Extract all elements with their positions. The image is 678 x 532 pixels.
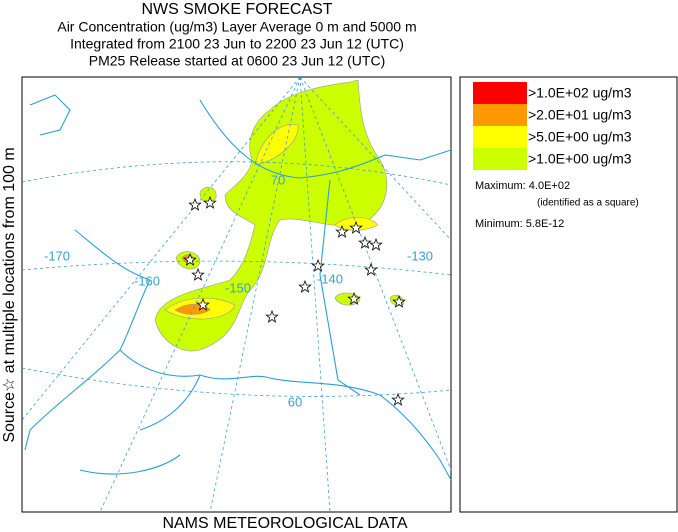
source-star — [196, 297, 210, 311]
header: NWS SMOKE FORECAST Air Concentration (ug… — [57, 1, 416, 68]
subtitle: Air Concentration (ug/m3) Layer Average … — [57, 19, 416, 35]
title: NWS SMOKE FORECAST — [141, 1, 332, 18]
graticule-label: -130 — [407, 248, 433, 263]
border — [319, 179, 361, 396]
source-star — [392, 294, 406, 308]
legend-label: >1.0E+02 ug/m3 — [528, 85, 632, 101]
graticule — [21, 367, 452, 397]
graticule — [299, 76, 452, 241]
legend-swatch — [473, 82, 527, 104]
source-star — [311, 258, 325, 272]
graticule — [299, 76, 331, 513]
legend: >1.0E+02 ug/m3 >2.0E+01 ug/m3 >5.0E+00 ug/… — [459, 76, 678, 513]
graticule-label: 70 — [271, 172, 285, 187]
maximum-note: (identified as a square) — [537, 198, 639, 209]
map: -170 -160 -150 -140 -130 70 60 — [21, 76, 452, 513]
plume — [154, 79, 388, 352]
source-star — [391, 392, 405, 406]
subtitle: Integrated from 2100 23 Jun to 2200 23 J… — [70, 36, 404, 52]
graticule-label: -140 — [317, 271, 343, 286]
graticule-label: -170 — [44, 248, 70, 263]
graticule-label: -160 — [134, 273, 160, 288]
source-star — [183, 252, 197, 266]
legend-swatch — [473, 104, 527, 126]
graticule — [99, 76, 301, 513]
plume-core — [254, 123, 299, 166]
source-star — [335, 224, 349, 238]
subtitle: PM25 Release started at 0600 23 Jun 12 (… — [89, 53, 386, 69]
graticule — [21, 260, 452, 276]
maximum: Maximum: 4.0E+02 — [475, 180, 570, 192]
legend-swatch — [473, 126, 527, 148]
footer: NAMS METEOROLOGICAL DATA — [162, 515, 407, 532]
graticule-label: -150 — [225, 280, 251, 295]
graticule — [21, 161, 452, 186]
legend-label: >5.0E+00 ug/m3 — [528, 129, 632, 145]
source-star — [191, 267, 205, 281]
legend-label: >1.0E+00 ug/m3 — [528, 151, 632, 167]
source-star — [369, 237, 383, 251]
source-star — [349, 220, 363, 234]
graticule-label: 60 — [288, 394, 302, 409]
legend-label: >2.0E+01 ug/m3 — [528, 107, 632, 123]
plume — [199, 186, 217, 204]
legend-items: >1.0E+02 ug/m3 >2.0E+01 ug/m3 >5.0E+00 ug/… — [473, 82, 632, 170]
minimum: Minimum: 5.8E-12 — [475, 218, 564, 230]
source-star — [358, 235, 372, 249]
source-star — [298, 279, 312, 293]
coastline — [24, 94, 452, 481]
side-label: Source☆ at multiple locations from 100 m — [1, 147, 18, 442]
source-star — [347, 291, 361, 305]
graticule — [21, 76, 301, 421]
source-star — [265, 309, 279, 323]
legend-swatch — [473, 148, 527, 170]
graticule — [209, 76, 301, 513]
source-star — [203, 195, 217, 209]
source-star — [188, 197, 202, 211]
graticule — [299, 76, 452, 471]
source-star — [364, 262, 378, 276]
